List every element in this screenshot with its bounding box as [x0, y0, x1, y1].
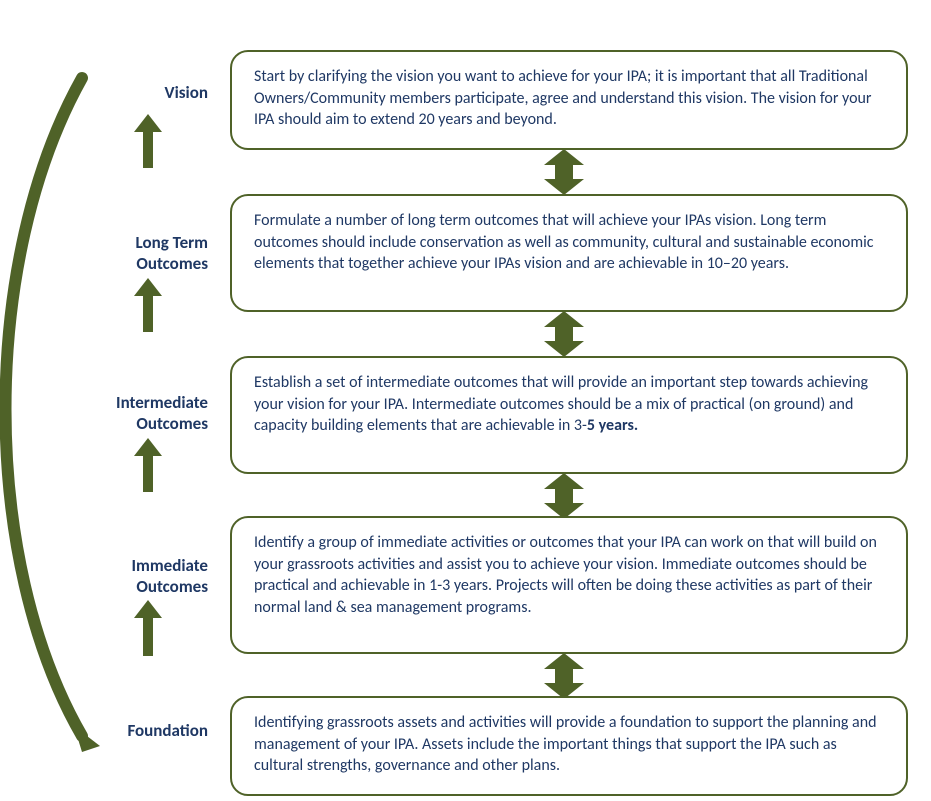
double-arrow-da1	[544, 149, 584, 195]
curve-arrow-body	[6, 78, 83, 736]
box-foundation-text: Identifying grassroots assets and activi…	[254, 713, 877, 775]
up-arrow-ua4	[134, 600, 162, 656]
box-foundation: Identifying grassroots assets and activi…	[230, 696, 908, 796]
box-immediate: Identify a group of immediate activities…	[230, 516, 908, 654]
box-intermediate-text-pre: Establish a set of intermediate outcomes…	[254, 373, 868, 435]
up-arrow-ua3	[134, 438, 162, 492]
double-arrow-da2	[544, 311, 584, 357]
box-longterm: Formulate a number of long term outcomes…	[230, 194, 908, 312]
box-vision-text: Start by clarifying the vision you want …	[254, 67, 872, 129]
label-intermediate: Intermediate Outcomes	[78, 392, 208, 435]
box-immediate-text: Identify a group of immediate activities…	[254, 533, 877, 617]
box-intermediate: Establish a set of intermediate outcomes…	[230, 356, 908, 474]
up-arrow-ua1	[134, 114, 162, 168]
double-arrow-da4	[544, 653, 584, 699]
up-arrow-ua2	[134, 278, 162, 332]
label-foundation: Foundation	[78, 720, 208, 741]
label-longterm: Long Term Outcomes	[78, 232, 208, 275]
label-vision: Vision	[78, 82, 208, 103]
label-immediate: Immediate Outcomes	[78, 555, 208, 598]
box-vision: Start by clarifying the vision you want …	[230, 50, 908, 150]
box-intermediate-text-bold: 5 years.	[587, 416, 638, 435]
box-longterm-text: Formulate a number of long term outcomes…	[254, 211, 874, 273]
double-arrow-da3	[544, 473, 584, 519]
